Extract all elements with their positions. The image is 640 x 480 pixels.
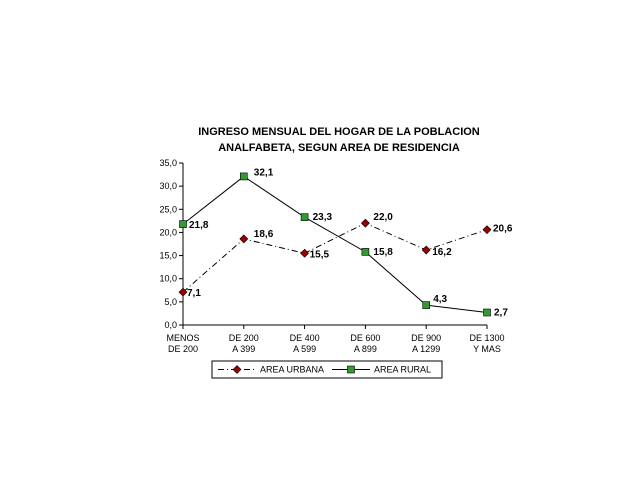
legend-marker bbox=[232, 365, 242, 374]
series-area-urbana bbox=[178, 218, 492, 297]
y-tick-label: 0,0 bbox=[164, 320, 177, 330]
y-tick-label: 25,0 bbox=[159, 204, 177, 214]
series-line bbox=[182, 175, 488, 313]
y-tick-label: 35,0 bbox=[159, 158, 177, 168]
y-tick-label: 30,0 bbox=[159, 181, 177, 191]
data-label: 2,7 bbox=[494, 308, 508, 319]
chart-series bbox=[178, 172, 492, 317]
x-tick-label: DE 600 A 899 bbox=[350, 333, 380, 354]
x-tick-label: DE 200 A 399 bbox=[229, 333, 259, 354]
data-label: 16,2 bbox=[432, 247, 452, 258]
y-tick-label: 10,0 bbox=[159, 274, 177, 284]
y-tick-label: 5,0 bbox=[164, 297, 177, 307]
legend-label: AREA URBANA bbox=[260, 365, 324, 375]
legend-label: AREA RURAL bbox=[374, 365, 431, 375]
x-tick-label: DE 400 A 599 bbox=[290, 333, 320, 354]
data-point bbox=[360, 218, 370, 228]
chart-legend: AREA URBANA AREA RURAL bbox=[211, 360, 443, 379]
legend-marker bbox=[347, 365, 355, 374]
data-label: 20,6 bbox=[493, 224, 513, 235]
data-point bbox=[239, 234, 249, 244]
data-label: 23,3 bbox=[313, 212, 333, 223]
chart-data-labels: 7,1 18,6 15,5 22,0 16,2 20,6 21,8 32,1 23,3 15,8 4… bbox=[187, 167, 513, 318]
chart-axes: 0,0 5,0 10,0 15,0 20,0 25,0 30,0 35,0 MENOS DE 20… bbox=[159, 158, 504, 354]
data-point bbox=[482, 225, 492, 235]
legend-item-area-rural: AREA RURAL bbox=[332, 365, 431, 375]
x-tick-label: MENOS DE 200 bbox=[166, 333, 199, 354]
data-label: 7,1 bbox=[187, 288, 201, 299]
data-label: 4,3 bbox=[433, 294, 447, 305]
x-tick-label: DE 1300 Y MAS bbox=[469, 333, 504, 354]
series-line bbox=[182, 222, 488, 293]
y-tick-label: 20,0 bbox=[159, 227, 177, 237]
data-label: 32,1 bbox=[254, 167, 274, 178]
data-point bbox=[421, 245, 431, 255]
x-tick-label: DE 900 A 1299 bbox=[411, 333, 441, 354]
legend-item-area-urbana: AREA URBANA bbox=[218, 365, 324, 375]
legend-box bbox=[211, 360, 443, 379]
data-point bbox=[179, 220, 187, 228]
data-point bbox=[361, 248, 370, 256]
data-label: 15,5 bbox=[310, 249, 330, 260]
data-point bbox=[300, 213, 309, 221]
data-point bbox=[483, 308, 491, 317]
y-tick-label: 15,0 bbox=[159, 251, 177, 261]
chart-title-line-1: INGRESO MENSUAL DEL HOGAR DE LA POBLACIO… bbox=[198, 126, 480, 138]
data-label: 18,6 bbox=[254, 229, 274, 240]
data-label: 21,8 bbox=[189, 220, 209, 231]
data-point bbox=[300, 248, 310, 258]
data-label: 15,8 bbox=[373, 247, 393, 258]
data-point bbox=[240, 172, 248, 181]
series-area-rural bbox=[179, 172, 491, 317]
data-point bbox=[422, 301, 431, 309]
data-label: 22,0 bbox=[373, 212, 393, 223]
chart-title-line-2: ANALFABETA, SEGUN AREA DE RESIDENCIA bbox=[218, 142, 460, 154]
data-point bbox=[178, 287, 188, 297]
